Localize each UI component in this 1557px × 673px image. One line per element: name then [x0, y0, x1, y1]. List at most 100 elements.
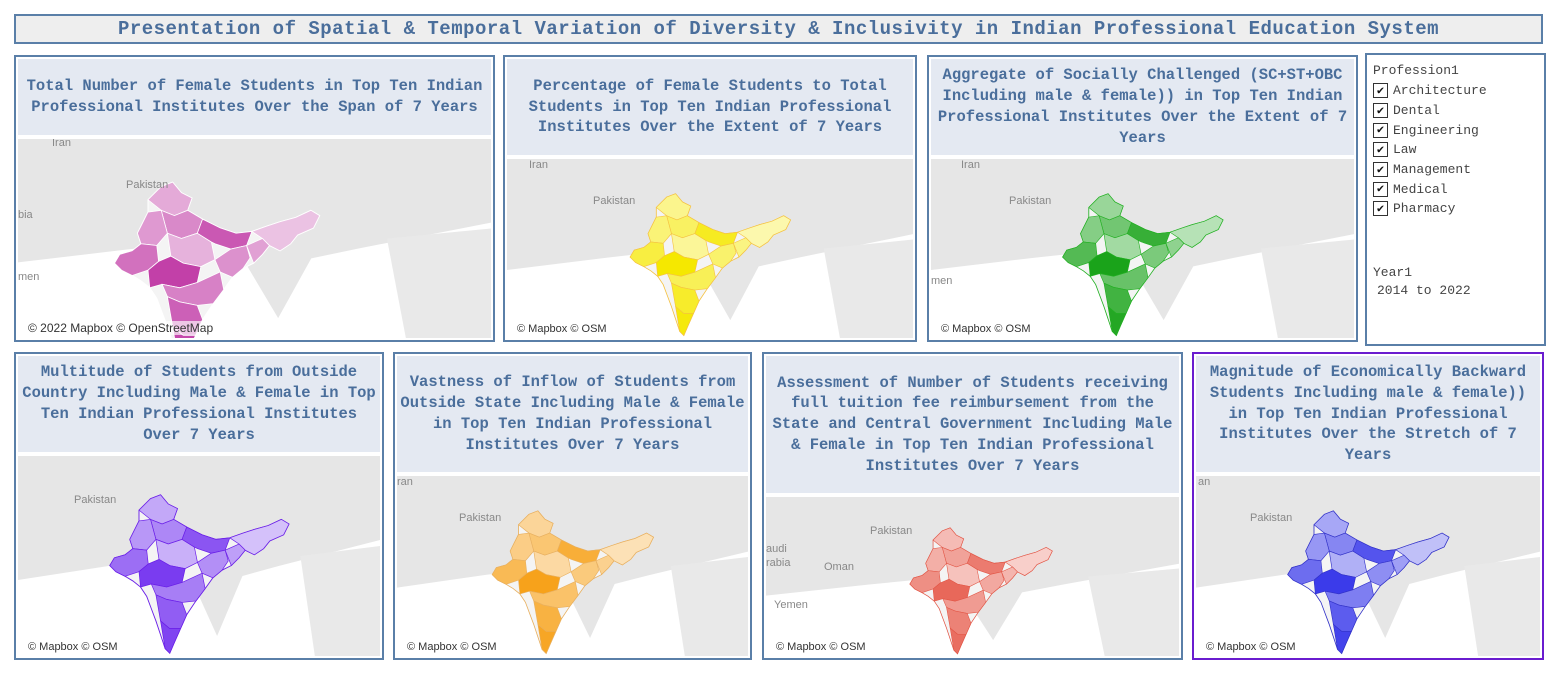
basemap-svg: [931, 159, 1354, 338]
state-region[interactable]: [949, 627, 967, 655]
profession-option-management[interactable]: ✔ Management: [1373, 160, 1487, 180]
geo-label-bia: bia: [18, 209, 33, 221]
year-range-value[interactable]: 2014 to 2022: [1377, 283, 1471, 298]
geo-label-iran: Iran: [961, 159, 980, 171]
map-attribution: © Mapbox © OSM: [515, 323, 609, 335]
basemap-svg: [18, 139, 491, 338]
state-region[interactable]: [160, 620, 182, 654]
state-region[interactable]: [1001, 566, 1018, 585]
checkbox-checked-icon[interactable]: ✔: [1373, 122, 1388, 138]
map-panel-socially-challenged[interactable]: Aggregate of Socially Challenged (SC+ST+…: [927, 55, 1358, 342]
map[interactable]: Pakistan © Mapbox © OSM: [18, 456, 380, 656]
state-region[interactable]: [1062, 241, 1098, 268]
profession-filter-list: ✔ Architecture ✔ Dental ✔ Engineering ✔ Law ✔ Man…: [1373, 81, 1487, 219]
checkbox-checked-icon[interactable]: ✔: [1373, 181, 1388, 197]
geo-label-ran: ran: [397, 476, 413, 488]
state-region[interactable]: [214, 245, 251, 278]
checkbox-checked-icon[interactable]: ✔: [1373, 201, 1388, 217]
map[interactable]: ran Pakistan © Mapbox © OSM: [397, 476, 748, 656]
state-region[interactable]: [1332, 623, 1352, 655]
map-panel-tuition-reimbursement[interactable]: Assessment of Number of Students receivi…: [762, 352, 1183, 660]
state-region[interactable]: [570, 560, 600, 587]
state-region[interactable]: [1107, 305, 1127, 337]
map-attribution: © Mapbox © OSM: [1204, 641, 1298, 653]
state-region[interactable]: [114, 243, 159, 276]
geo-label-arabia: rabia: [766, 557, 791, 569]
map-panel-female-percentage[interactable]: Percentage of Female Students to Total S…: [503, 55, 917, 342]
panel-title: Assessment of Number of Students receivi…: [766, 356, 1179, 493]
map-attribution: © Mapbox © OSM: [405, 641, 499, 653]
geo-label-saudi: audi: [766, 543, 787, 555]
profession-option-label: Dental: [1393, 103, 1440, 119]
india-choropleth: [909, 527, 1053, 655]
state-region[interactable]: [197, 549, 229, 579]
india-choropleth: [629, 193, 792, 337]
geo-label-oman: Oman: [824, 561, 854, 573]
panel-title: Total Number of Female Students in Top T…: [18, 59, 491, 135]
profession-option-law[interactable]: ✔ Law: [1373, 140, 1487, 160]
profession-option-architecture[interactable]: ✔ Architecture: [1373, 81, 1487, 101]
state-region[interactable]: [1391, 554, 1410, 576]
panel-title: Percentage of Female Students to Total S…: [507, 59, 913, 155]
map-panel-outside-country[interactable]: Multitude of Students from Outside Count…: [14, 352, 384, 660]
state-region[interactable]: [733, 237, 752, 258]
state-region[interactable]: [595, 554, 615, 576]
map[interactable]: Pakistan audi rabia Oman Yemen © Mapbox …: [766, 497, 1179, 656]
geo-label-yemen: Yemen: [774, 599, 808, 611]
landmass: [1088, 568, 1179, 656]
checkbox-checked-icon[interactable]: ✔: [1373, 142, 1388, 158]
geo-label-pakistan: Pakistan: [870, 525, 913, 537]
map-attribution: © Mapbox © OSM: [774, 641, 868, 653]
state-region[interactable]: [979, 571, 1005, 595]
checkbox-checked-icon[interactable]: ✔: [1373, 162, 1388, 178]
map-attribution: © 2022 Mapbox © OpenStreetMap: [26, 321, 216, 335]
state-region[interactable]: [1140, 242, 1169, 269]
india-choropleth: [1287, 510, 1450, 655]
state-region[interactable]: [537, 623, 557, 655]
state-region[interactable]: [1287, 559, 1323, 585]
state-region[interactable]: [708, 242, 737, 269]
profession-option-medical[interactable]: ✔ Medical: [1373, 179, 1487, 199]
india-choropleth: [1062, 193, 1224, 337]
geo-label-iran: Iran: [529, 159, 548, 171]
state-region[interactable]: [491, 559, 528, 585]
landmass: [18, 139, 491, 319]
state-region[interactable]: [109, 548, 149, 577]
profession-option-label: Management: [1393, 162, 1472, 178]
state-region[interactable]: [909, 570, 941, 593]
profession-option-label: Engineering: [1393, 122, 1479, 138]
profession-option-label: Pharmacy: [1393, 201, 1456, 217]
geo-label-an: an: [1198, 476, 1211, 488]
checkbox-checked-icon[interactable]: ✔: [1373, 83, 1388, 99]
profession-option-engineering[interactable]: ✔ Engineering: [1373, 120, 1487, 140]
panel-title: Aggregate of Socially Challenged (SC+ST+…: [931, 59, 1354, 155]
basemap-svg: [766, 497, 1179, 656]
landmass: [1464, 557, 1540, 656]
profession-option-label: Architecture: [1393, 83, 1487, 99]
profession-option-pharmacy[interactable]: ✔ Pharmacy: [1373, 199, 1487, 219]
state-region[interactable]: [675, 305, 694, 337]
map[interactable]: Iran Pakistan men © Mapbox © OSM: [931, 159, 1354, 338]
geo-label-pakistan: Pakistan: [1009, 195, 1052, 207]
state-region[interactable]: [629, 241, 665, 268]
state-region[interactable]: [172, 325, 197, 338]
state-region[interactable]: [1165, 237, 1185, 258]
panel-title: Magnitude of Economically Backward Stude…: [1196, 356, 1540, 472]
landmass: [300, 546, 380, 656]
map-panel-economically-backward[interactable]: Magnitude of Economically Backward Stude…: [1192, 352, 1544, 660]
basemap-svg: [507, 159, 913, 338]
state-region[interactable]: [224, 543, 246, 567]
map-panel-female-students[interactable]: Total Number of Female Students in Top T…: [14, 55, 495, 342]
map[interactable]: an Pakistan © Mapbox © OSM: [1196, 476, 1540, 656]
geo-label-pakistan: Pakistan: [459, 512, 502, 524]
geo-label-oman: men: [931, 275, 953, 287]
map[interactable]: Iran Pakistan © Mapbox © OSM: [507, 159, 913, 338]
state-region[interactable]: [246, 238, 271, 264]
geo-label-pakistan: Pakistan: [74, 494, 117, 506]
map[interactable]: Iran Pakistan bia men © 2022 Mapbox © Op…: [18, 139, 491, 338]
year-filter-heading: Year1: [1373, 265, 1413, 280]
profession-option-dental[interactable]: ✔ Dental: [1373, 101, 1487, 121]
checkbox-checked-icon[interactable]: ✔: [1373, 103, 1388, 119]
state-region[interactable]: [1366, 560, 1395, 587]
map-panel-outside-state[interactable]: Vastness of Inflow of Students from Outs…: [393, 352, 752, 660]
